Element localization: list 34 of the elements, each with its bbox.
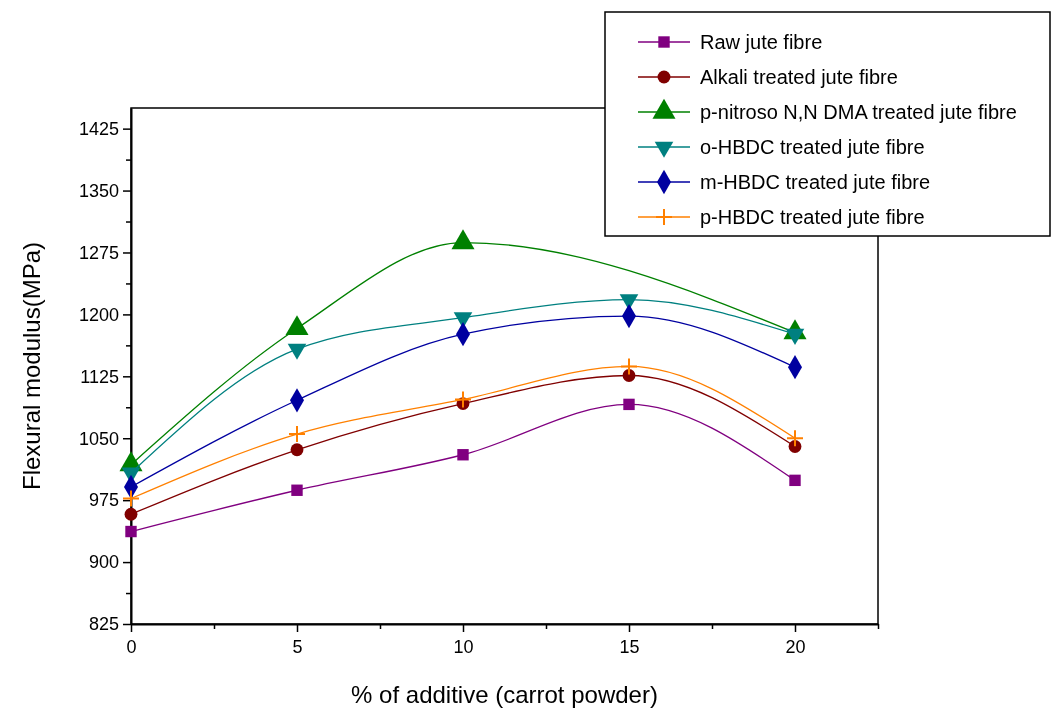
legend-label: Alkali treated jute fibre xyxy=(700,66,898,88)
y-tick-label: 1350 xyxy=(78,180,119,201)
point xyxy=(291,484,303,496)
point xyxy=(125,525,137,538)
x-tick-label: 10 xyxy=(453,636,474,657)
y-tick-label: 825 xyxy=(88,614,119,635)
point xyxy=(290,443,304,457)
point xyxy=(457,449,469,461)
x-axis-title: % of additive (carrot powder) xyxy=(351,681,658,708)
point xyxy=(124,507,138,521)
legend-label: p-nitroso N,N DMA treated jute fibre xyxy=(700,101,1017,123)
y-axis-title: Flexural modulus(MPa) xyxy=(18,241,45,491)
x-tick-label: 20 xyxy=(785,636,806,657)
y-tick-label: 1200 xyxy=(78,304,119,325)
y-tick-label: 900 xyxy=(88,552,119,573)
point xyxy=(789,474,801,487)
point xyxy=(454,390,472,409)
x-tick-label: 0 xyxy=(126,636,137,657)
y-tick-label: 1275 xyxy=(78,242,119,263)
legend-label: Raw jute fibre xyxy=(700,31,823,53)
point xyxy=(122,489,140,508)
point xyxy=(288,425,306,444)
legend-label: p-HBDC treated jute fibre xyxy=(700,206,925,228)
x-tick-label: 15 xyxy=(619,636,640,657)
y-tick-label: 1050 xyxy=(78,428,119,449)
x-tick-label: 5 xyxy=(292,636,303,657)
point xyxy=(620,357,638,376)
y-tick-label: 975 xyxy=(88,490,119,511)
point xyxy=(623,398,635,411)
y-tick-label: 1125 xyxy=(80,366,119,387)
legend-label: m-HBDC treated jute fibre xyxy=(700,171,931,193)
legend-label: o-HBDC treated jute fibre xyxy=(700,136,925,158)
point xyxy=(786,429,804,448)
y-tick-label: 1425 xyxy=(78,118,119,139)
